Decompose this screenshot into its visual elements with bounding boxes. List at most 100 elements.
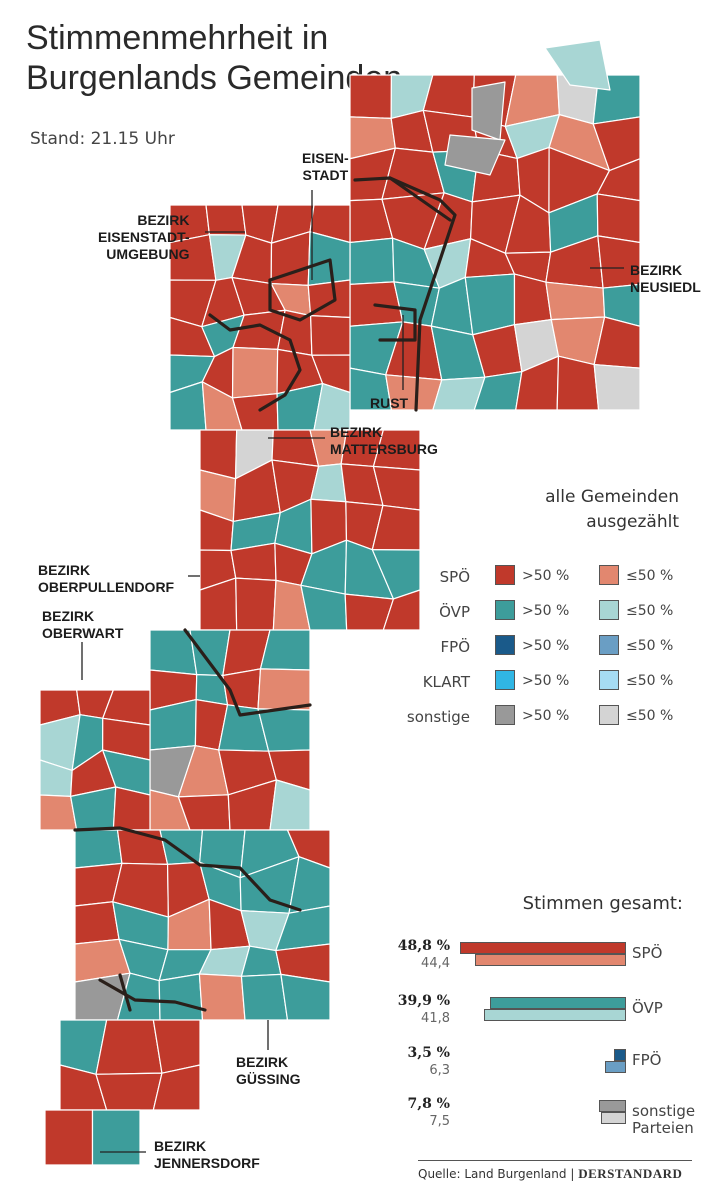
legend-under-label: ≤50 % <box>626 568 674 584</box>
total-bar-previous <box>475 954 626 966</box>
total-party: ÖVP <box>632 999 663 1017</box>
municipality <box>198 973 246 1021</box>
legend-swatch-over <box>495 670 515 690</box>
legend-party-name: ÖVP <box>439 603 470 621</box>
municipality <box>91 1109 141 1166</box>
legend-party-name: SPÖ <box>439 568 470 586</box>
district-label-rust: RUST <box>370 395 409 411</box>
legend-swatch-over <box>495 565 515 585</box>
municipality <box>545 281 606 321</box>
legend-party-name: sonstige <box>406 708 470 726</box>
legend-over-label: >50 % <box>522 603 570 619</box>
legend-swatch-over <box>495 705 515 725</box>
district-label-neusiedl: BEZIRK NEUSIEDL <box>630 262 701 295</box>
municipality <box>159 829 204 865</box>
district-label-mattersburg: BEZIRK MATTERSBURG <box>330 424 438 457</box>
municipality <box>95 1072 163 1111</box>
total-row: 48,8 % 44,4 SPÖ <box>330 938 700 988</box>
legend-swatch-under <box>599 565 619 585</box>
municipality <box>205 204 247 236</box>
district-border <box>183 628 312 717</box>
municipality <box>349 74 393 120</box>
total-row: 39,9 % 41,8 ÖVP <box>330 993 700 1043</box>
legend-swatch-under <box>599 705 619 725</box>
legend-over-label: >50 % <box>522 568 570 584</box>
district-label-oberwart: BEZIRK OBERWART <box>42 608 124 641</box>
total-bar-current <box>614 1049 626 1061</box>
total-bar-previous <box>604 1061 626 1073</box>
municipality <box>422 74 475 118</box>
total-pct: 7,8 % <box>407 1096 450 1112</box>
total-bar-current <box>599 1100 626 1112</box>
district-label-jennersdorf: BEZIRK JENNERSDORF <box>154 1138 260 1171</box>
legend-party-name: KLART <box>422 673 470 691</box>
total-row: 3,5 % 6,3 FPÖ <box>330 1045 700 1095</box>
legend-under-label: ≤50 % <box>626 603 674 619</box>
municipality <box>74 829 123 869</box>
total-bar-current <box>490 997 626 1009</box>
legend-swatch-under <box>599 635 619 655</box>
total-prev: 41,8 <box>421 1011 450 1026</box>
legend-party-name: FPÖ <box>440 638 470 656</box>
total-pct: 39,9 % <box>397 993 450 1009</box>
legend-row: KLART >50 % ≤50 % <box>392 667 692 702</box>
legend: SPÖ >50 % ≤50 % ÖVP >50 % ≤50 % FPÖ >50 % ≤50 % K… <box>392 562 692 737</box>
total-prev: 6,3 <box>429 1063 450 1078</box>
legend-swatch-under <box>599 600 619 620</box>
source-text: Quelle: Land Burgenland <box>418 1167 567 1181</box>
municipality <box>257 668 311 711</box>
district-border <box>118 973 132 1012</box>
municipality <box>310 315 351 356</box>
total-party: SPÖ <box>632 944 663 962</box>
count-status: alle Gemeinden ausgezählt <box>545 487 679 532</box>
legend-swatch-over <box>495 600 515 620</box>
municipality <box>240 973 289 1021</box>
municipality <box>556 355 600 411</box>
total-pct: 3,5 % <box>407 1045 450 1061</box>
legend-over-label: >50 % <box>522 708 570 724</box>
legend-row: sonstige >50 % ≤50 % <box>392 702 692 737</box>
municipality <box>464 273 516 336</box>
total-bar-previous <box>483 1009 626 1021</box>
brand-logo: DERSTANDARD <box>578 1166 683 1181</box>
totals-title: Stimmen gesamt: <box>522 893 683 914</box>
total-bar-current <box>460 942 626 954</box>
municipality <box>280 973 331 1021</box>
total-party: sonstige Parteien <box>632 1102 696 1137</box>
municipality <box>231 346 279 399</box>
municipality <box>471 81 506 141</box>
legend-row: SPÖ >50 % ≤50 % <box>392 562 692 597</box>
municipality <box>152 1019 201 1074</box>
district-border <box>388 176 452 222</box>
total-party: FPÖ <box>632 1051 662 1069</box>
municipality <box>74 901 120 945</box>
district-border <box>208 313 302 412</box>
legend-under-label: ≤50 % <box>626 638 674 654</box>
district-border <box>98 978 207 1012</box>
municipality <box>112 786 151 831</box>
legend-swatch-under <box>599 670 619 690</box>
municipality <box>544 39 611 91</box>
legend-under-label: ≤50 % <box>626 673 674 689</box>
source-line: Quelle: Land Burgenland | DERSTANDARD <box>418 1160 692 1182</box>
legend-row: ÖVP >50 % ≤50 % <box>392 597 692 632</box>
legend-row: FPÖ >50 % ≤50 % <box>392 632 692 667</box>
municipality <box>152 1064 201 1111</box>
district-border <box>268 258 337 322</box>
total-pct: 48,8 % <box>397 938 450 954</box>
municipality <box>158 973 204 1021</box>
legend-over-label: >50 % <box>522 673 570 689</box>
district-border <box>373 303 417 342</box>
total-row: 7,8 % 7,5 sonstige Parteien <box>330 1096 700 1146</box>
district-label-eisenstadt: EISEN- STADT <box>302 150 349 183</box>
legend-over-label: >50 % <box>522 638 570 654</box>
legend-under-label: ≤50 % <box>626 708 674 724</box>
total-prev: 7,5 <box>429 1114 450 1129</box>
municipality <box>382 589 421 631</box>
total-bar-previous <box>600 1112 626 1124</box>
municipality <box>444 134 506 176</box>
municipality <box>593 363 641 411</box>
page-title: Stimmenmehrheit in Burgenlands Gemeinden <box>26 19 403 97</box>
total-prev: 44,4 <box>421 956 450 971</box>
district-label-eisenstadt-umgebung: BEZIRK EISENSTADT- UMGEBUNG <box>98 212 190 262</box>
